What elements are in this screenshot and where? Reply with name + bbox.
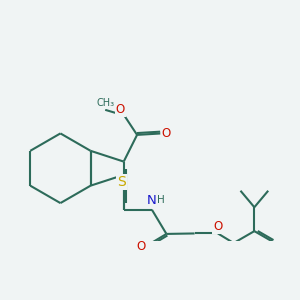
- Text: O: O: [213, 220, 223, 232]
- Text: O: O: [116, 103, 125, 116]
- Text: O: O: [162, 127, 171, 140]
- Text: O: O: [136, 240, 145, 253]
- Text: N: N: [146, 194, 156, 207]
- Text: CH₃: CH₃: [96, 98, 114, 107]
- Text: H: H: [157, 195, 165, 206]
- Text: S: S: [117, 175, 125, 189]
